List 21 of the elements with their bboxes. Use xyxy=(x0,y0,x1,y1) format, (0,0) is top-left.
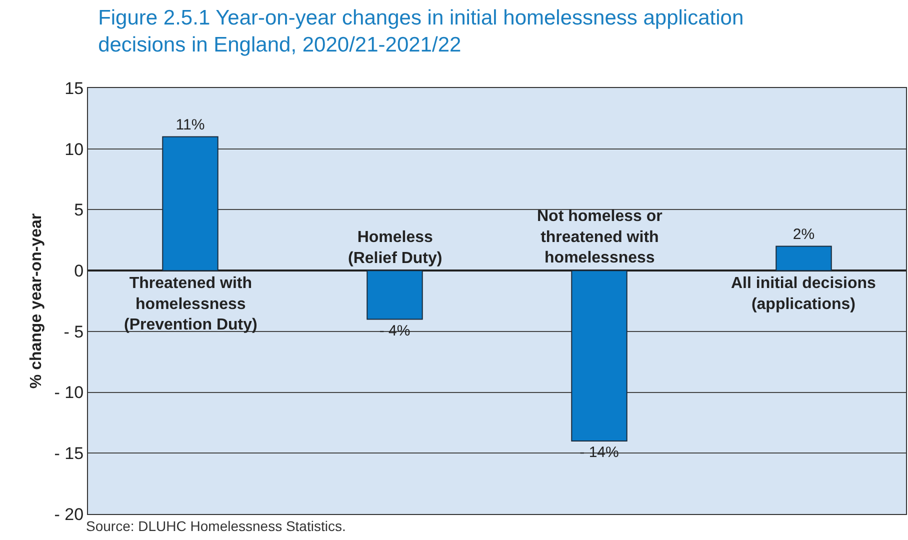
x-tick-label: Threatened with homelessness (Prevention Duty) xyxy=(124,275,258,334)
chart-title: Figure 2.5.1 Year-on-year changes in initial homelessness application decisions in England, 2020/21-2021/22 xyxy=(98,6,744,57)
source-note: Source: DLUHC Homelessness Statistics. xyxy=(86,518,346,534)
bar xyxy=(776,246,832,272)
data-label: 2% xyxy=(792,226,815,244)
bar xyxy=(162,136,218,272)
x-tick-label: Not homeless or threatened with homelessness xyxy=(537,208,662,267)
y-tick-label: 15 xyxy=(64,78,84,98)
y-tick-label: - 10 xyxy=(54,383,84,402)
y-tick-label: - 15 xyxy=(54,444,84,464)
y-tick-label: - 5 xyxy=(64,322,84,342)
y-tick-label: 10 xyxy=(64,140,84,159)
y-tick-label: 0 xyxy=(74,262,84,281)
y-tick-label: - 20 xyxy=(54,504,84,524)
data-label: 11% xyxy=(176,116,205,134)
x-tick-label: Homeless (Relief Duty) xyxy=(348,229,442,267)
bar xyxy=(571,270,628,442)
y-axis-title: % change year-on-year xyxy=(28,213,46,389)
x-tick-label: All initial decisions (applications) xyxy=(731,275,876,313)
y-tick-label: 5 xyxy=(74,200,84,220)
bar xyxy=(366,270,423,320)
